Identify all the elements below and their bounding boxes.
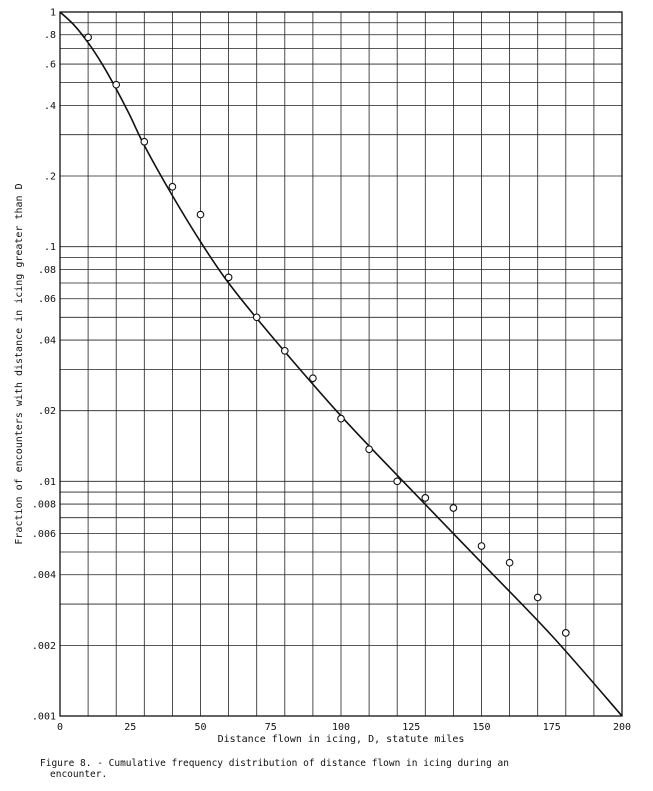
y-tick-label: .6 [44, 60, 56, 71]
y-tick-label: .2 [44, 172, 56, 183]
data-point [252, 313, 261, 322]
caption-line-2: encounter. [50, 769, 108, 780]
x-axis-ticks: 0 25 50 75 100 125 150 175 200 [57, 722, 631, 733]
y-axis-label: Fraction of encounters with distance in … [14, 183, 25, 544]
figure-caption: Figure 8. - Cumulative frequency distrib… [40, 758, 640, 780]
data-points [84, 33, 570, 637]
y-tick-label: .06 [38, 294, 56, 305]
fitted-curve-layer [59, 11, 623, 717]
y-axis-ticks: 1 .8 .6 .4 .2 .1 .08 .06 .04 .02 .01 .008 .006 .004 .0… [32, 8, 56, 723]
grid-lines [59, 11, 623, 717]
y-tick-label: .08 [38, 265, 56, 276]
y-tick-label: .1 [44, 242, 56, 253]
data-point [533, 593, 542, 602]
y-tick-label: .002 [32, 641, 56, 652]
x-tick-label: 175 [543, 722, 561, 733]
caption-line-1: Figure 8. - Cumulative frequency distrib… [40, 758, 509, 769]
data-point [337, 414, 345, 423]
x-tick-label: 0 [57, 722, 63, 733]
fitted-curve [59, 11, 623, 717]
data-point [140, 137, 149, 146]
x-tick-label: 75 [265, 722, 277, 733]
data-point [365, 445, 373, 454]
data-point [505, 558, 514, 567]
y-tick-label: 1 [50, 8, 56, 19]
x-tick-label: 25 [124, 722, 136, 733]
data-point [309, 374, 317, 383]
data-point [112, 80, 121, 89]
x-tick-label: 150 [472, 722, 490, 733]
data-point [449, 504, 458, 512]
data-point [421, 494, 430, 502]
y-tick-label: .04 [38, 336, 56, 347]
data-point [224, 273, 233, 282]
plot-frame [59, 11, 623, 717]
y-tick-label: .01 [38, 477, 56, 488]
data-point [196, 210, 205, 219]
y-tick-label: .4 [44, 101, 56, 112]
y-tick-label: .004 [32, 570, 56, 581]
y-tick-label: .001 [32, 712, 56, 723]
chart: 0 25 50 75 100 125 150 175 200 1 .8 .6 .4 .2 .1 .08 .06… [14, 8, 631, 746]
x-tick-label: 200 [613, 722, 631, 733]
y-tick-label: .008 [32, 500, 56, 511]
data-point [280, 346, 289, 355]
data-point [393, 477, 402, 486]
x-tick-label: 125 [402, 722, 420, 733]
x-axis-label: Distance flown in icing, D, statute mile… [218, 734, 465, 745]
data-point [168, 182, 177, 191]
y-tick-label: .02 [38, 406, 56, 417]
x-tick-label: 50 [194, 722, 206, 733]
data-point [561, 629, 570, 637]
data-point [84, 33, 92, 42]
y-tick-label: .8 [44, 30, 56, 41]
x-tick-label: 100 [332, 722, 350, 733]
data-point [477, 542, 486, 550]
y-tick-label: .006 [32, 529, 56, 540]
